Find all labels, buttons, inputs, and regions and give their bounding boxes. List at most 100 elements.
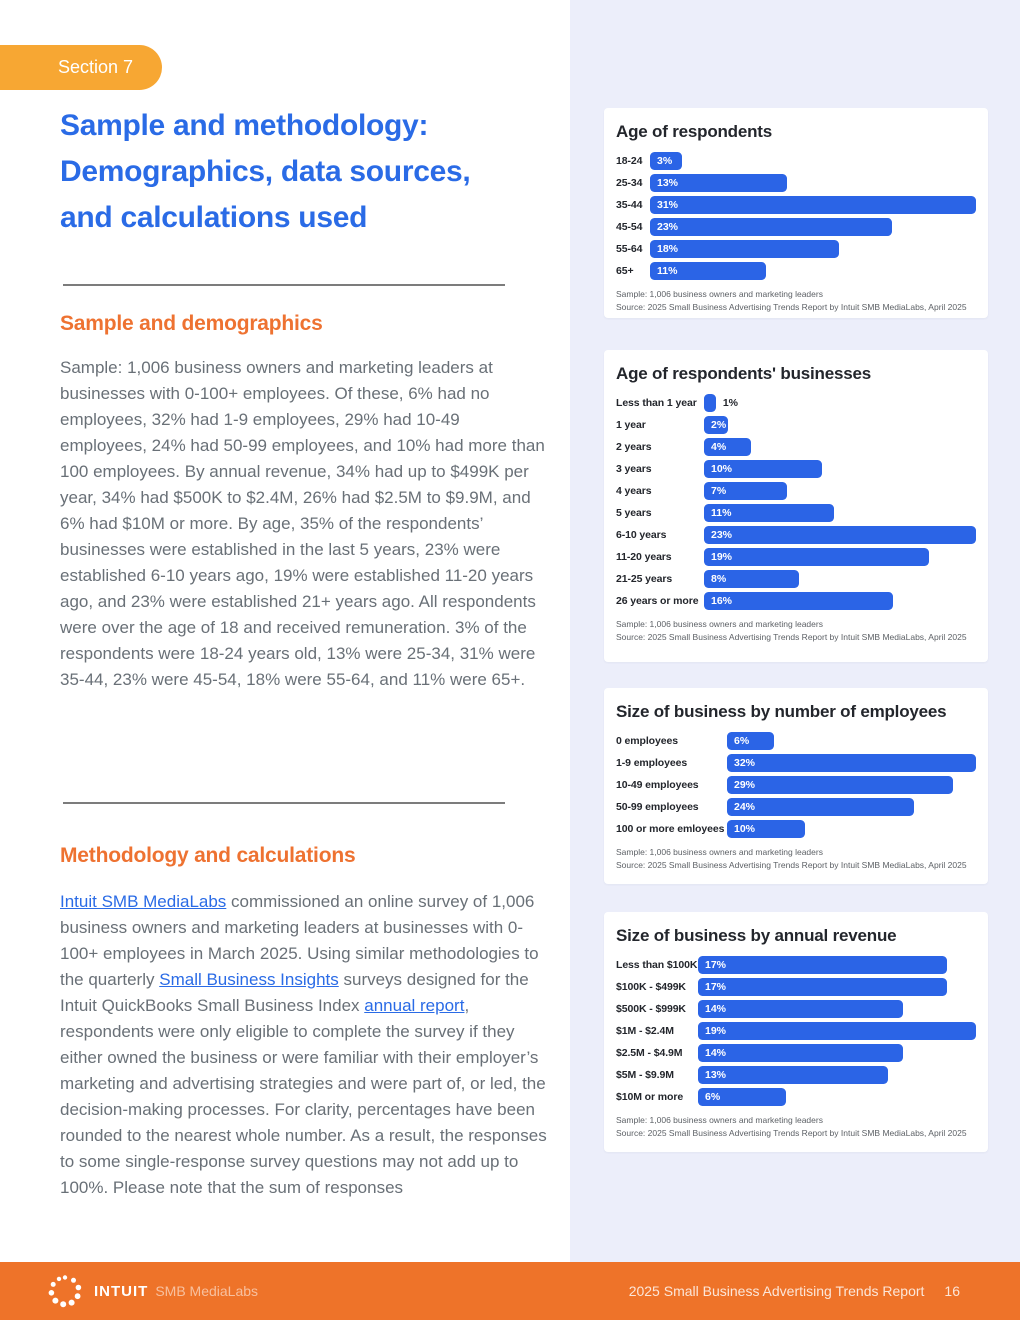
row-label: 3 years	[616, 463, 652, 475]
chart-title: Size of business by number of employees	[616, 702, 947, 721]
brand-sub: SMB MediaLabs	[155, 1283, 259, 1299]
bar-row: $100K - $499K 17%	[616, 978, 976, 996]
row-label: $100K - $499K	[616, 981, 686, 993]
row-label: Less than $100K	[616, 959, 698, 971]
bar: 17%	[698, 956, 947, 974]
footer: intuit SMB MediaLabs 2025 Small Business…	[0, 1262, 1020, 1320]
bar-area: 23%	[650, 218, 976, 236]
bar-value-label: 13%	[657, 177, 679, 189]
title-line: Demographics, data sources,	[60, 155, 471, 188]
bar-row: 1-9 employees 32%	[616, 754, 976, 772]
bar-value-label: 6%	[705, 1091, 721, 1103]
chart-title: Age of respondents' businesses	[616, 364, 871, 383]
row-label: 100 or more emloyees	[616, 823, 725, 835]
methodology-heading: Methodology and calculations	[60, 844, 356, 867]
bar-area: 23%	[704, 526, 976, 544]
bar-area: 4%	[704, 438, 976, 456]
bar-row: 1 year 2%	[616, 416, 976, 434]
bar: 19%	[704, 548, 929, 566]
row-label: 4 years	[616, 485, 652, 497]
bar-value-label: 14%	[705, 1003, 727, 1015]
divider	[63, 802, 505, 804]
bar-area: 24%	[727, 798, 976, 816]
bar-value-label: 10%	[711, 463, 733, 475]
footer-right: 2025 Small Business Advertising Trends R…	[629, 1283, 1020, 1299]
bar-area: 11%	[704, 504, 976, 522]
row-label: $500K - $999K	[616, 1003, 686, 1015]
bar: 24%	[727, 798, 914, 816]
bar-row: 0 employees 6%	[616, 732, 976, 750]
bar-row: 100 or more emloyees 10%	[616, 820, 976, 838]
page-title: Sample and methodology: Demographics, dat…	[60, 103, 471, 241]
bar-value-label: 32%	[734, 757, 756, 769]
bar-row: 11-20 years 19%	[616, 548, 976, 566]
title-line: and calculations used	[60, 201, 368, 234]
link-annual-report[interactable]: annual report	[364, 996, 465, 1015]
bar-row: 21-25 years 8%	[616, 570, 976, 588]
bar-value-label: 3%	[657, 155, 673, 167]
bar: 7%	[704, 482, 787, 500]
bar-row: 45-54 23%	[616, 218, 976, 236]
bar: 18%	[650, 240, 840, 258]
bar-value-label: 13%	[705, 1069, 727, 1081]
bar-row: 6-10 years 23%	[616, 526, 976, 544]
bar: 13%	[698, 1066, 889, 1084]
bar-row: 35-44 31%	[616, 196, 976, 214]
bar-value-label: 1%	[722, 397, 739, 409]
bar: 19%	[698, 1022, 976, 1040]
footer-page-number: 16	[944, 1283, 960, 1299]
bar-row: Less than $100K 17%	[616, 956, 976, 974]
bar-value-label: 24%	[734, 801, 756, 813]
row-label: $10M or more	[616, 1091, 684, 1103]
bar-row: 50-99 employees 24%	[616, 798, 976, 816]
charts-panel: Age of respondents 18-24 3% 25-34 13% 35-44 31…	[570, 0, 1020, 1262]
bar-value-label: 11%	[711, 507, 732, 519]
bar-row: $2.5M - $4.9M 14%	[616, 1044, 976, 1062]
row-label: 1 year	[616, 419, 646, 431]
bar-area: 2%	[704, 416, 976, 434]
bar: 10%	[727, 820, 805, 838]
bar-area: 16%	[704, 592, 976, 610]
brand-wordmark: intuit	[94, 1282, 149, 1300]
bar: 10%	[704, 460, 823, 478]
bar-value-label: 14%	[705, 1047, 727, 1059]
bar-row: 4 years 7%	[616, 482, 976, 500]
chart-title: Age of respondents	[616, 122, 773, 141]
source-note: Source: 2025 Small Business Advertising …	[616, 632, 967, 642]
link-intuit-smb-medialabs[interactable]: Intuit SMB MediaLabs	[60, 892, 227, 911]
sample-note: Sample: 1,006 business owners and market…	[616, 289, 823, 299]
bar-row: 5 years 11%	[616, 504, 976, 522]
sample-heading: Sample and demographics	[60, 312, 323, 335]
row-label: 0 employees	[616, 735, 678, 747]
chart-card: Age of respondents 18-24 3% 25-34 13% 35-44 31…	[604, 108, 988, 318]
row-label: 55-64	[616, 243, 643, 255]
link-small-business-insights[interactable]: Small Business Insights	[159, 970, 339, 989]
bar-value-label: 18%	[657, 243, 679, 255]
bar-value-label: 8%	[711, 573, 727, 585]
bar-value-label: 6%	[734, 735, 750, 747]
bar: 32%	[727, 754, 976, 772]
bar: 23%	[704, 526, 976, 544]
bar-area: 17%	[698, 956, 976, 974]
chart-card: Age of respondents' businesses Less than …	[604, 350, 988, 662]
intuit-medialabs-logo-icon	[48, 1275, 82, 1308]
bar: 6%	[727, 732, 774, 750]
bar: 29%	[727, 776, 953, 794]
bar-row: 2 years 4%	[616, 438, 976, 456]
row-label: 65+	[616, 265, 634, 277]
bar-area: 17%	[698, 978, 976, 996]
row-label: $5M - $9.9M	[616, 1069, 674, 1081]
row-label: 50-99 employees	[616, 801, 699, 813]
bar-row: 10-49 employees 29%	[616, 776, 976, 794]
row-label: 26 years or more	[616, 595, 699, 607]
chart-card: Size of business by number of employees 0…	[604, 688, 988, 884]
bar-row: Less than 1 year 1%	[616, 394, 976, 412]
bar-value-label: 29%	[734, 779, 756, 791]
row-label: $1M - $2.4M	[616, 1025, 674, 1037]
bar: 14%	[698, 1000, 903, 1018]
row-label: 11-20 years	[616, 551, 672, 563]
bar-area: 11%	[650, 262, 976, 280]
divider	[63, 284, 505, 286]
chart-title: Size of business by annual revenue	[616, 926, 897, 945]
